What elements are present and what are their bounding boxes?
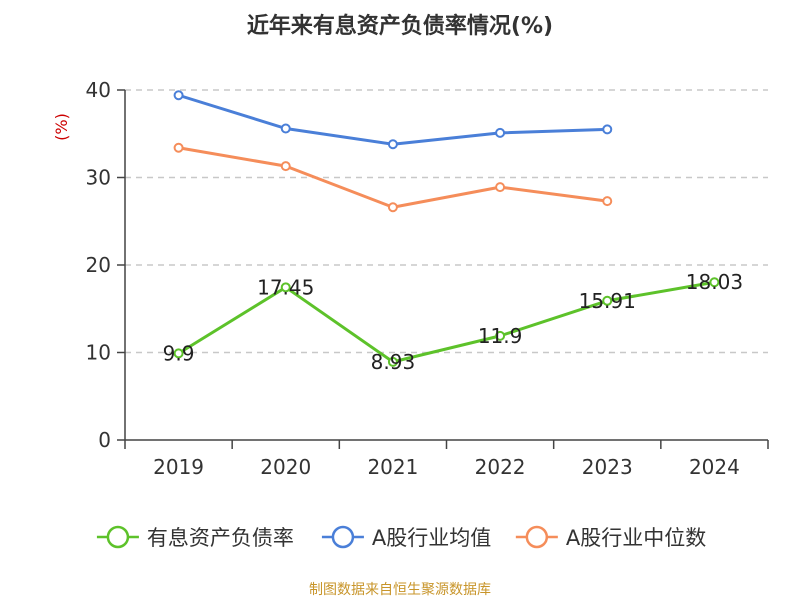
legend-swatch-marker bbox=[331, 525, 355, 549]
y-tick-labels: 0 10 20 30 40 bbox=[86, 78, 111, 452]
x-tick-labels: 2019 2020 2021 2022 2023 2024 bbox=[153, 455, 740, 479]
y-tick-label: 30 bbox=[86, 166, 111, 190]
data-label: 11.9 bbox=[478, 324, 523, 348]
data-label: 17.45 bbox=[257, 275, 314, 299]
legend-label: A股行业均值 bbox=[372, 526, 491, 550]
data-point bbox=[495, 182, 506, 193]
x-tick-label: 2023 bbox=[582, 455, 633, 479]
data-point bbox=[173, 142, 184, 153]
data-label: 18.03 bbox=[686, 270, 743, 294]
data-point bbox=[602, 295, 613, 306]
series-line bbox=[177, 280, 715, 364]
data-point bbox=[387, 356, 398, 367]
series-line bbox=[178, 93, 608, 146]
y-axis-label: (%) bbox=[52, 113, 71, 141]
data-point bbox=[602, 196, 613, 207]
legend-label: A股行业中位数 bbox=[566, 526, 706, 550]
x-tick-label: 2020 bbox=[260, 455, 311, 479]
y-tick-label: 40 bbox=[86, 78, 111, 102]
source-note: 制图数据来自恒生聚源数据库 bbox=[309, 582, 491, 598]
y-tick-label: 10 bbox=[86, 341, 111, 365]
series-lines bbox=[173, 90, 720, 367]
data-labels: 9.9 17.45 8.93 11.9 15.91 18.03 bbox=[163, 270, 743, 374]
x-tick-label: 2022 bbox=[475, 455, 526, 479]
legend-swatch-marker bbox=[525, 525, 549, 549]
x-tick-label: 2021 bbox=[367, 455, 418, 479]
grid-lines bbox=[125, 89, 768, 354]
data-point bbox=[280, 161, 291, 172]
y-tick-label: 20 bbox=[86, 253, 111, 277]
chart-title: 近年来有息资产负债率情况(%) bbox=[247, 13, 553, 39]
data-point bbox=[173, 90, 184, 101]
data-label: 9.9 bbox=[163, 341, 195, 365]
axes bbox=[117, 89, 769, 449]
legend-label: 有息资产负债率 bbox=[147, 526, 294, 550]
x-tick-label: 2019 bbox=[153, 455, 204, 479]
legend-swatch-marker bbox=[106, 525, 130, 549]
data-point bbox=[495, 330, 506, 341]
data-point bbox=[387, 202, 398, 213]
data-label: 15.91 bbox=[579, 289, 636, 313]
data-point bbox=[387, 139, 398, 150]
data-point bbox=[602, 124, 613, 135]
x-tick-label: 2024 bbox=[689, 455, 740, 479]
data-label: 8.93 bbox=[371, 350, 416, 374]
legend: 有息资产负债率 A股行业均值 A股行业中位数 bbox=[96, 525, 706, 550]
data-point bbox=[280, 123, 291, 134]
data-point bbox=[709, 277, 720, 288]
y-tick-label: 0 bbox=[98, 428, 111, 452]
data-point bbox=[280, 282, 291, 293]
data-point bbox=[495, 127, 506, 138]
data-point bbox=[173, 348, 184, 359]
